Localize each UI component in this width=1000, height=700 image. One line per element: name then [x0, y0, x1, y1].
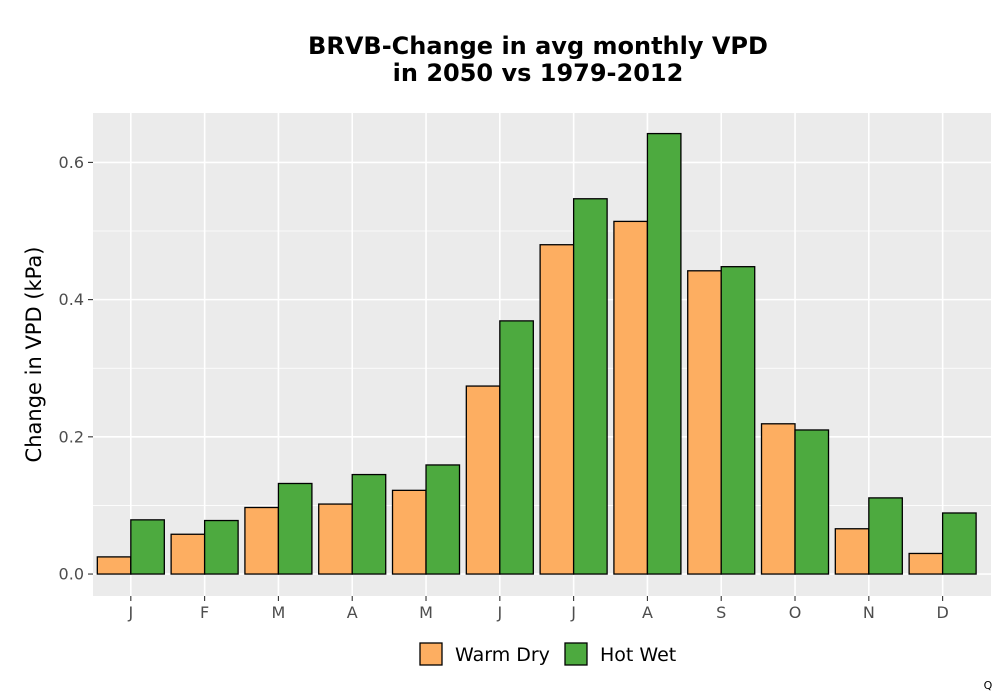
y-tick-label: 0.2	[59, 427, 84, 446]
y-tick-label: 0.6	[59, 153, 84, 172]
legend-key-hot-wet	[564, 642, 588, 666]
x-tick-label: J	[127, 603, 133, 622]
x-tick-label: J	[496, 603, 502, 622]
bar-hot-wet	[646, 132, 682, 575]
x-tick-label: S	[716, 603, 726, 622]
bar-warm-dry	[391, 489, 427, 575]
bar-warm-dry	[539, 244, 575, 575]
legend: Warm Dry Hot Wet	[419, 642, 676, 666]
bar-warm-dry	[687, 270, 722, 575]
y-axis: 0.0 0.2 0.4 0.6	[59, 153, 93, 584]
bar-hot-wet	[794, 429, 830, 575]
bar-warm-dry	[908, 552, 944, 575]
x-tick-label: A	[347, 603, 358, 622]
x-tick-label: N	[863, 603, 875, 622]
chart-title-line1: BRVB-Change in avg monthly VPD	[308, 32, 768, 60]
x-tick-label: D	[936, 603, 948, 622]
bar-hot-wet	[868, 497, 903, 575]
bar-warm-dry	[170, 533, 206, 575]
bar-warm-dry	[318, 503, 353, 575]
bar-warm-dry	[760, 423, 796, 575]
bars	[96, 132, 977, 575]
y-axis-title: Change in VPD (kPa)	[22, 247, 46, 463]
y-tick-label: 0.0	[59, 565, 84, 584]
bar-hot-wet	[130, 519, 165, 575]
x-tick-label: F	[200, 603, 209, 622]
bar-warm-dry	[96, 556, 132, 575]
legend-key-warm-dry	[419, 642, 443, 666]
x-tick-label: O	[789, 603, 802, 622]
x-tick-label: M	[419, 603, 433, 622]
bar-hot-wet	[425, 464, 461, 575]
corner-note: Q	[984, 679, 993, 692]
bar-warm-dry	[465, 385, 501, 575]
x-tick-label: M	[272, 603, 286, 622]
bar-hot-wet	[572, 198, 608, 575]
bar-warm-dry	[613, 220, 649, 575]
bar-warm-dry	[244, 506, 280, 575]
bar-hot-wet	[351, 473, 387, 575]
x-tick-label: J	[570, 603, 576, 622]
bar-hot-wet	[941, 512, 977, 575]
legend-label-hot-wet: Hot Wet	[600, 644, 676, 666]
y-tick-label: 0.4	[59, 290, 84, 309]
bar-hot-wet	[203, 519, 239, 575]
chart-title-line2: in 2050 vs 1979-2012	[393, 59, 684, 87]
bar-warm-dry	[834, 528, 870, 575]
bar-hot-wet	[720, 266, 756, 575]
bar-hot-wet	[277, 482, 313, 575]
legend-label-warm-dry: Warm Dry	[455, 644, 550, 666]
bar-hot-wet	[499, 320, 534, 575]
x-tick-label: A	[642, 603, 653, 622]
